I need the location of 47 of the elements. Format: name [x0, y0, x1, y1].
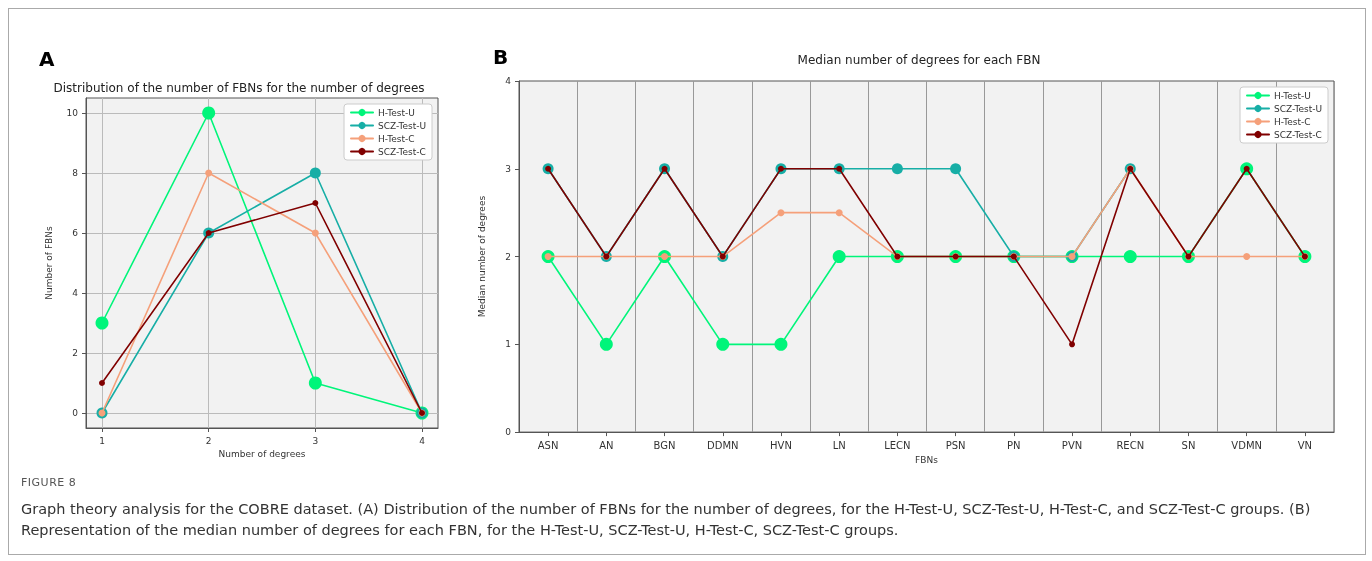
y-axis-title: Number of FBNs — [43, 226, 54, 300]
y-tick-label: 3 — [505, 163, 511, 174]
legend-label: SCZ-Test-U — [378, 120, 426, 131]
y-tick-label: 4 — [72, 288, 79, 298]
x-tick-label: VN — [1297, 439, 1313, 451]
x-tick-label: HVN — [770, 439, 792, 451]
x-axis-title: Number of degrees — [218, 449, 306, 460]
x-axis-title: FBNs — [915, 454, 939, 465]
x-tick-label: BGN — [653, 439, 676, 451]
x-tick-label: RECN — [1116, 439, 1145, 451]
legend-label: H-Test-C — [378, 133, 415, 144]
x-tick-label: 1 — [99, 435, 105, 446]
y-tick-label: 10 — [66, 108, 79, 118]
y-tick-label: 0 — [505, 427, 512, 438]
x-tick-label: 2 — [205, 435, 212, 446]
x-tick-label: VDMN — [1231, 439, 1263, 451]
x-tick-label: 4 — [419, 435, 426, 446]
legend-label: SCZ-Test-C — [1274, 129, 1322, 140]
text: B — [493, 45, 509, 69]
x-tick-label: PSN — [945, 439, 966, 451]
y-tick-label: 6 — [72, 228, 79, 238]
x-tick-label: SN — [1181, 439, 1196, 451]
chart-title: Distribution of the number of FBNs for the number of degrees — [53, 81, 425, 95]
x-tick-label: AN — [599, 439, 614, 451]
legend-label: SCZ-Test-U — [1274, 103, 1322, 114]
x-tick-label: PN — [1007, 439, 1021, 451]
chart-title: Median number of degrees for each FBN — [797, 53, 1041, 67]
legend-label: H-Test-C — [1274, 116, 1311, 127]
y-tick-label: 2 — [72, 348, 78, 358]
y-axis-title: Median number of degrees — [476, 195, 487, 318]
x-tick-label: ASN — [537, 439, 559, 451]
y-tick-label: 0 — [72, 408, 79, 418]
x-tick-label: PVN — [1061, 439, 1083, 451]
legend-label: H-Test-U — [378, 107, 415, 118]
legend-label: H-Test-U — [1274, 90, 1311, 101]
text: Graph theory analysis for the COBRE dataset. (A) Distribution of the number of FBNs for the number of degrees, for the H-Test-U, SCZ-Test-U, H-Test-C, and SCZ-Test-C groups. (B) Representation of the median number of degrees for each FBN, for the H-Test-U, SCZ-Test-U, H-Test-C, SCZ-Test-C groups. — [21, 500, 1312, 540]
x-tick-label: LECN — [884, 439, 911, 451]
y-tick-label: 2 — [505, 251, 511, 262]
y-tick-label: 1 — [505, 339, 511, 350]
y-tick-label: 8 — [72, 168, 79, 178]
x-tick-label: LN — [832, 439, 846, 451]
caption: FIGURE 8 — [21, 475, 78, 491]
x-tick-label: DDMN — [706, 439, 739, 451]
x-tick-label: 3 — [312, 435, 319, 446]
y-tick-label: 4 — [505, 76, 512, 86]
legend-label: SCZ-Test-C — [378, 146, 426, 157]
text: A — [39, 47, 55, 71]
